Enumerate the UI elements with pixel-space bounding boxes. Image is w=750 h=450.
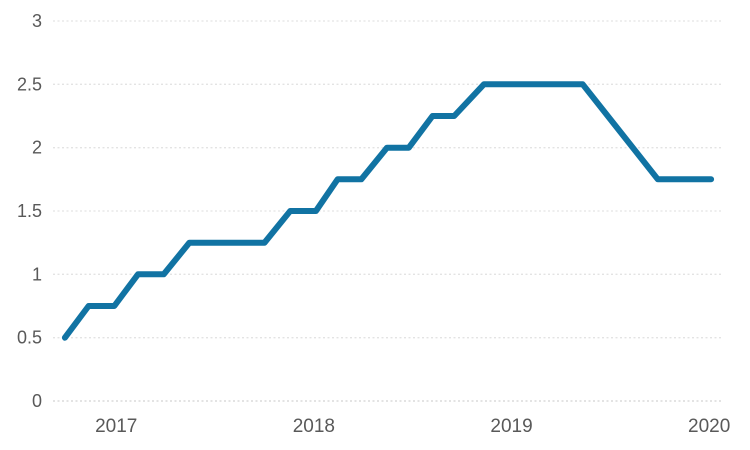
y-axis-tick-label: 2 — [32, 138, 42, 158]
x-axis-tick-label: 2018 — [293, 416, 335, 437]
rate-line-series — [61, 81, 715, 341]
y-axis-tick-label: 1.5 — [17, 201, 42, 221]
x-axis-tick-label: 2017 — [95, 416, 137, 437]
y-axis-tick-label: 2.5 — [17, 74, 42, 94]
y-axis-tick-label: 1 — [32, 264, 42, 284]
x-axis-tick-label: 2020 — [688, 416, 730, 437]
y-axis-tick-label: 3 — [32, 11, 42, 31]
y-axis-tick-label: 0.5 — [17, 328, 42, 348]
x-axis-tick-label: 2019 — [490, 416, 532, 437]
y-axis-tick-label: 0 — [32, 391, 42, 411]
